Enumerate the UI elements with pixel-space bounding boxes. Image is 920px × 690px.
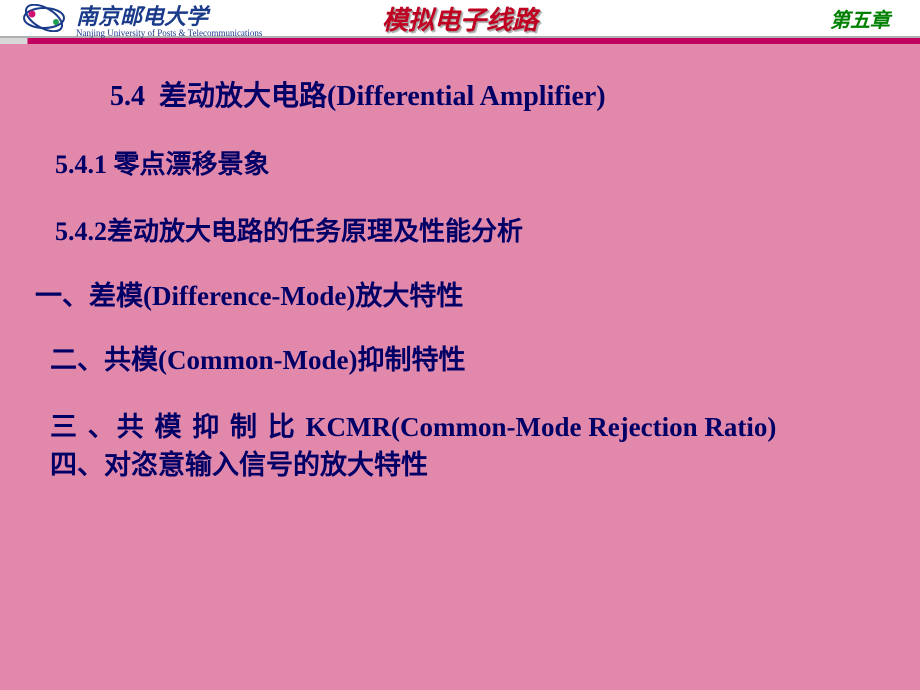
course-title: 模拟电子线路 xyxy=(382,0,538,37)
section-en: (Differential Amplifier) xyxy=(327,81,606,112)
university-logo-icon xyxy=(20,4,68,32)
university-name-cn: 南京邮电大学 xyxy=(76,4,208,29)
university-name: 南京邮电大学 Nanjing University of Posts & Tel… xyxy=(76,0,262,38)
section-num: 5.4 xyxy=(110,81,145,112)
university-name-en: Nanjing University of Posts & Telecommun… xyxy=(76,28,262,38)
section-title: 5.4 差动放大电路(Differential Amplifier) xyxy=(110,74,890,114)
topic-1: 一、差模(Difference-Mode)放大特性 xyxy=(35,278,890,314)
slide-content: 5.4 差动放大电路(Differential Amplifier) 5.4.1… xyxy=(0,44,920,690)
logo-area: 南京邮电大学 Nanjing University of Posts & Tel… xyxy=(0,0,262,38)
topic-3: 三 、共 模 抑 制 比 KCMR(Common-Mode Rejection … xyxy=(50,407,890,448)
section-cn: 差动放大电路 xyxy=(159,81,327,112)
subsection-1: 5.4.1 零点漂移景象 xyxy=(55,144,890,181)
slide-header: 南京邮电大学 Nanjing University of Posts & Tel… xyxy=(0,0,920,38)
topic-2: 二、共模(Common-Mode)抑制特性 xyxy=(50,342,890,378)
topic-4: 四、对恣意输入信号的放大特性 xyxy=(50,443,890,482)
chapter-label: 第五章 xyxy=(830,4,890,33)
subsection-2: 5.4.2差动放大电路的任务原理及性能分析 xyxy=(55,211,890,248)
